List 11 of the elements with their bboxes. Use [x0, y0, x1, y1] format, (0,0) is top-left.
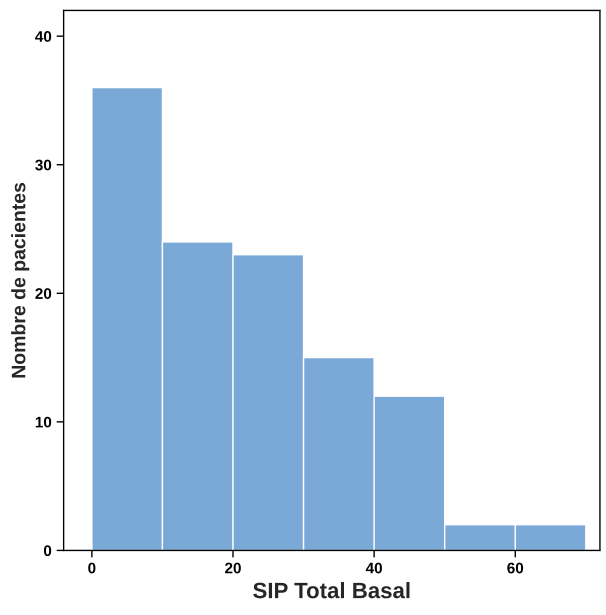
x-tick-label: 40	[366, 562, 382, 574]
y-axis-title: Nombre de pacientes	[11, 182, 30, 378]
x-tick-label: 20	[225, 562, 241, 574]
x-tick-label: 0	[88, 562, 96, 574]
x-axis-title: SIP Total Basal	[253, 582, 410, 598]
y-tick-label: 20	[35, 288, 52, 299]
x-tick-label: 60	[507, 562, 524, 574]
y-tick-label: 0	[44, 545, 52, 556]
y-tick-label: 40	[35, 31, 52, 42]
y-tick-label: 30	[35, 160, 52, 170]
y-tick-label: 10	[36, 416, 52, 428]
